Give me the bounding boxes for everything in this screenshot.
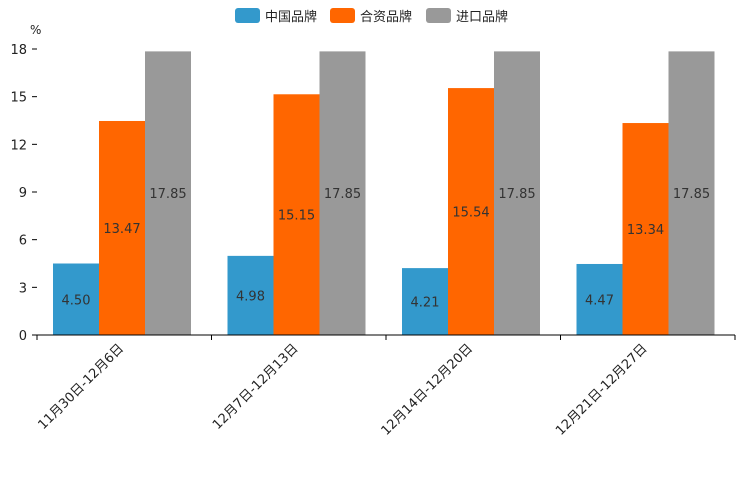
y-tick-label: 3 [19, 281, 27, 296]
bar-3-2 [319, 51, 366, 336]
y-tick-label: 0 [19, 329, 27, 344]
bar-3-3 [494, 51, 540, 336]
bar-value-label: 13.34 [627, 223, 664, 238]
bar-3-4 [668, 51, 715, 336]
legend-label-3: 进口品牌 [456, 9, 508, 25]
bar-2-4 [622, 123, 669, 335]
bar-value-label: 15.54 [452, 206, 489, 221]
x-tick-label: 12月7日-12月13日 [210, 341, 302, 433]
bar-3-1 [145, 51, 191, 336]
x-tick-label: 12月14日-12月20日 [379, 341, 476, 438]
bar-value-label: 17.85 [498, 187, 535, 202]
y-axis-unit-label: % [30, 23, 41, 37]
bar-value-label: 17.85 [324, 187, 361, 202]
legend-label-2: 合资品牌 [360, 9, 412, 25]
legend-swatch-2 [330, 8, 355, 23]
bar-value-label: 4.98 [236, 289, 265, 304]
bar-1-1 [53, 263, 99, 335]
bar-value-label: 4.47 [585, 293, 614, 308]
x-tick-label: 12月21日-12月27日 [553, 341, 650, 438]
bar-value-label: 15.15 [278, 209, 315, 224]
bar-value-label: 4.50 [62, 293, 91, 308]
y-tick-label: 15 [10, 91, 27, 106]
bar-2-3 [448, 88, 494, 335]
y-axis: 0 3 6 9 12 15 18 [10, 43, 37, 344]
bar-1-4 [576, 263, 623, 335]
bar-2-1 [99, 120, 145, 335]
bars: 4.50 13.47 17.85 4.98 15.15 17.85 4.21 15.54 17.… [53, 51, 715, 336]
x-tick-label: 11月30日-12月6日 [35, 341, 127, 433]
legend-label-1: 中国品牌 [265, 9, 317, 25]
y-tick-label: 6 [19, 234, 27, 249]
legend: 中国品牌 合资品牌 进口品牌 [235, 8, 508, 25]
legend-swatch-1 [235, 8, 260, 23]
bar-value-label: 13.47 [103, 222, 140, 237]
bar-value-label: 17.85 [673, 187, 710, 202]
x-axis: 11月30日-12月6日 12月7日-12月13日 12月14日-12月20日 12月… [35, 334, 736, 439]
bar-2-2 [273, 94, 320, 336]
bar-value-label: 17.85 [149, 187, 186, 202]
y-tick-label: 12 [10, 138, 27, 153]
legend-swatch-3 [426, 8, 451, 23]
bar-value-label: 4.21 [411, 296, 440, 311]
bar-1-3 [402, 268, 448, 335]
y-tick-label: 18 [10, 43, 27, 58]
y-tick-label: 9 [19, 186, 27, 201]
bar-1-2 [227, 255, 274, 335]
